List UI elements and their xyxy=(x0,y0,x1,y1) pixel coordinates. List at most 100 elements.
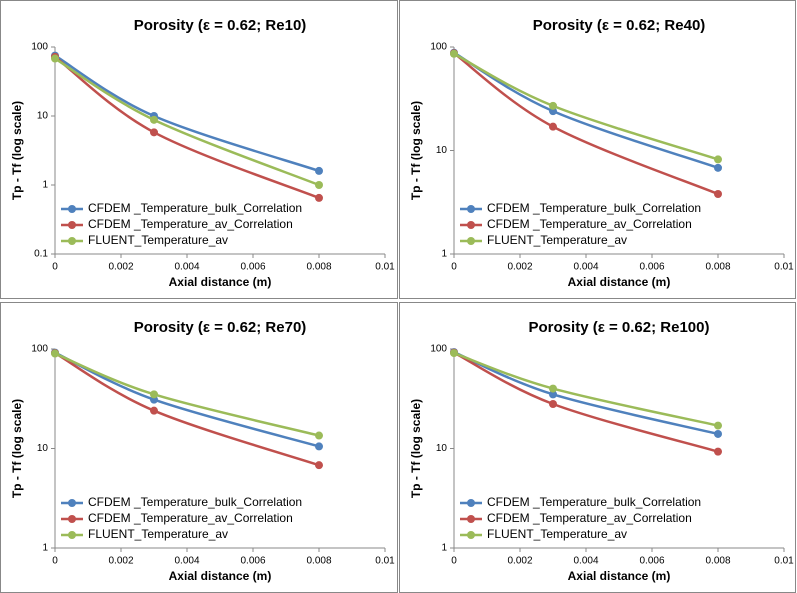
series-line xyxy=(453,351,719,427)
data-point xyxy=(51,349,59,358)
chart-panel: 0.1 1 10 100 0 0.002 0.004 0.006 0.008 0.01 CFDEM … xyxy=(10,17,395,289)
data-point xyxy=(150,406,158,415)
legend-marker xyxy=(68,205,76,213)
legend-label: CFDEM _Temperature_bulk_Correlation xyxy=(88,201,302,215)
data-point xyxy=(714,447,722,456)
y-tick-label: 100 xyxy=(430,344,447,355)
data-point xyxy=(714,163,722,172)
data-point xyxy=(549,384,557,393)
x-tick-label: 0.006 xyxy=(639,262,664,273)
x-tick-label: 0.008 xyxy=(705,556,730,567)
x-tick-label: 0.006 xyxy=(639,556,664,567)
y-tick-label: 100 xyxy=(31,42,48,53)
x-axis-label: Axial distance (m) xyxy=(568,569,671,583)
panel-border xyxy=(399,302,796,593)
x-tick-label: 0.002 xyxy=(507,262,532,273)
data-point xyxy=(450,49,458,58)
data-point xyxy=(51,54,59,63)
panel-border xyxy=(0,0,398,299)
x-tick-label: 0.01 xyxy=(375,262,395,273)
data-point xyxy=(549,101,557,110)
y-axis-label: Tp - Tf (log scale) xyxy=(409,399,423,498)
legend-label: CFDEM _Temperature_av_Correlation xyxy=(88,511,293,525)
x-tick-label: 0.002 xyxy=(108,262,133,273)
x-tick-label: 0.004 xyxy=(174,262,199,273)
y-tick-label: 10 xyxy=(436,443,448,454)
x-tick-label: 0 xyxy=(52,556,58,567)
x-axis-label: Axial distance (m) xyxy=(169,569,272,583)
x-tick-label: 0.01 xyxy=(375,556,395,567)
x-axis-label: Axial distance (m) xyxy=(169,275,272,289)
x-axis-label: Axial distance (m) xyxy=(568,275,671,289)
legend-label: CFDEM _Temperature_bulk_Correlation xyxy=(487,201,701,215)
legend-marker xyxy=(467,515,475,523)
x-tick-label: 0.008 xyxy=(306,262,331,273)
x-tick-label: 0.008 xyxy=(306,556,331,567)
data-point xyxy=(450,349,458,358)
chart-title: Porosity (ε = 0.62; Re10) xyxy=(134,17,307,34)
data-point xyxy=(549,122,557,131)
data-point xyxy=(150,115,158,124)
x-tick-label: 0.002 xyxy=(108,556,133,567)
chart-title: Porosity (ε = 0.62; Re100) xyxy=(529,319,710,336)
y-tick-label: 1 xyxy=(441,249,447,260)
data-point xyxy=(549,390,557,399)
panel-border xyxy=(0,302,398,593)
x-tick-label: 0 xyxy=(451,262,457,273)
y-tick-label: 1 xyxy=(42,180,48,191)
series-line xyxy=(453,350,719,436)
chart-panel: 1 10 100 0 0.002 0.004 0.006 0.008 0.01 CFDEM _Te… xyxy=(409,17,794,289)
data-point xyxy=(714,189,722,198)
legend-marker xyxy=(467,499,475,507)
legend-label: FLUENT_Temperature_av xyxy=(487,527,627,541)
y-tick-label: 100 xyxy=(430,42,447,53)
legend-marker xyxy=(467,205,475,213)
y-tick-label: 10 xyxy=(436,145,448,156)
y-tick-label: 100 xyxy=(31,344,48,355)
series-line xyxy=(54,351,320,467)
x-tick-label: 0.002 xyxy=(507,556,532,567)
x-tick-label: 0.006 xyxy=(240,262,265,273)
legend-marker xyxy=(68,531,76,539)
x-tick-label: 0.004 xyxy=(174,556,199,567)
x-tick-label: 0.01 xyxy=(774,556,794,567)
data-point xyxy=(714,421,722,430)
series-line xyxy=(453,51,719,170)
legend-label: FLUENT_Temperature_av xyxy=(88,233,228,247)
y-tick-label: 10 xyxy=(37,111,49,122)
chart-title: Porosity (ε = 0.62; Re70) xyxy=(134,319,307,336)
series-line xyxy=(54,54,320,173)
x-tick-label: 0.004 xyxy=(573,262,598,273)
data-point xyxy=(150,390,158,399)
x-tick-label: 0.004 xyxy=(573,556,598,567)
legend-marker xyxy=(68,221,76,229)
y-axis-label: Tp - Tf (log scale) xyxy=(10,101,24,200)
legend-label: FLUENT_Temperature_av xyxy=(487,233,627,247)
y-tick-label: 0.1 xyxy=(34,249,48,260)
data-point xyxy=(315,442,323,451)
legend-marker xyxy=(68,515,76,523)
y-axis-label: Tp - Tf (log scale) xyxy=(10,399,24,498)
legend-label: FLUENT_Temperature_av xyxy=(88,527,228,541)
data-point xyxy=(549,400,557,409)
legend-label: CFDEM _Temperature_av_Correlation xyxy=(487,511,692,525)
y-tick-label: 1 xyxy=(441,543,447,554)
x-tick-label: 0.01 xyxy=(774,262,794,273)
chart-panel: 1 10 100 0 0.002 0.004 0.006 0.008 0.01 CFDEM _Te… xyxy=(10,319,395,583)
legend-label: CFDEM _Temperature_bulk_Correlation xyxy=(487,495,701,509)
data-point xyxy=(150,128,158,137)
series-line xyxy=(453,52,719,161)
x-tick-label: 0.008 xyxy=(705,262,730,273)
legend-label: CFDEM _Temperature_av_Correlation xyxy=(88,217,293,231)
series-line xyxy=(54,352,320,437)
series-line xyxy=(54,351,320,448)
x-tick-label: 0 xyxy=(451,556,457,567)
data-point xyxy=(315,181,323,189)
panel-border xyxy=(399,0,796,299)
data-point xyxy=(714,429,722,438)
data-point xyxy=(315,193,323,202)
legend-marker xyxy=(467,531,475,539)
data-point xyxy=(315,166,323,175)
y-tick-label: 1 xyxy=(42,543,48,554)
